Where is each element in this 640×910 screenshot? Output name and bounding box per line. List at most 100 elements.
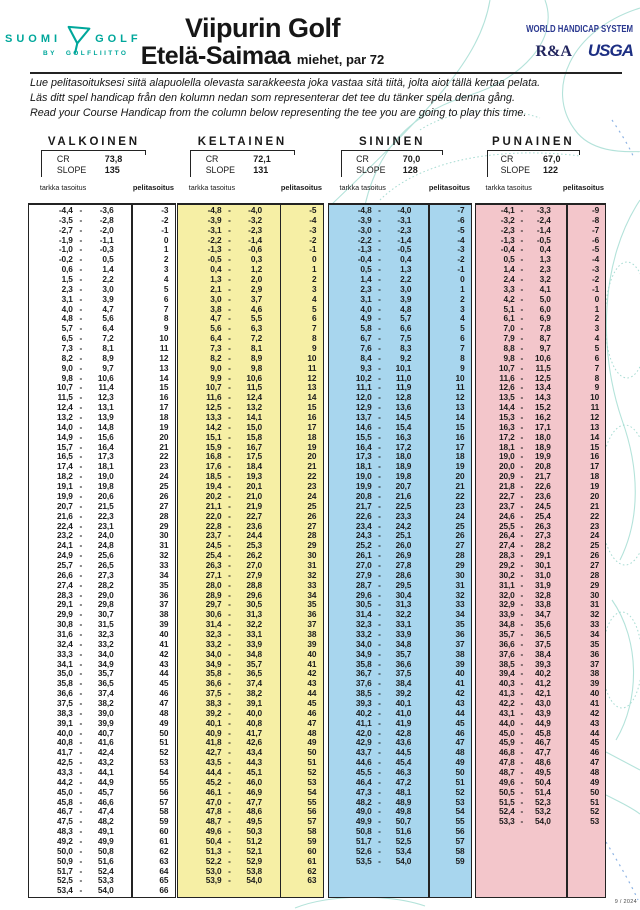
playing-handicap: 2 — [163, 254, 169, 265]
range-dash: - — [79, 717, 83, 728]
table-row: -2,3- -1,4 -7 — [476, 225, 605, 235]
exact-high: 2,2 — [102, 274, 114, 285]
playing-handicap: 33 — [159, 559, 169, 570]
exact-low: 9,8 — [61, 372, 73, 383]
playing-handicap: 24 — [455, 510, 465, 521]
range-dash: - — [79, 757, 83, 768]
range-dash: - — [520, 382, 524, 393]
exact-high: 25,6 — [97, 550, 114, 561]
range-dash: - — [228, 490, 231, 501]
table-row: -1,3- -0,6 -1 — [178, 244, 323, 254]
table-row: 29,6- 30,4 32 — [329, 590, 471, 600]
range-dash: - — [79, 205, 83, 215]
exact-low: 3,1 — [61, 293, 73, 304]
playing-handicap: -7 — [591, 224, 600, 235]
table-row: 29,9- 30,7 38 — [29, 609, 175, 619]
range-dash: - — [228, 658, 231, 669]
playing-handicap: 50 — [455, 766, 465, 777]
exact-low: -2,3 — [500, 224, 515, 235]
range-dash: - — [79, 293, 83, 304]
table-row: 36,7- 37,5 40 — [329, 668, 471, 678]
table-row: 26,4-27,3 24 — [476, 530, 605, 540]
range-dash: - — [228, 540, 231, 551]
exact-low: 34,0 — [205, 648, 222, 659]
range-dash: - — [228, 826, 231, 837]
range-dash: - — [378, 244, 381, 255]
range-dash: - — [228, 609, 231, 620]
exact-low: 50,4 — [205, 836, 222, 846]
playing-handicap: 4 — [311, 293, 317, 304]
range-dash: - — [228, 530, 231, 541]
table-row: 18,5- 19,3 22 — [178, 471, 323, 481]
exact-high: 26,0 — [395, 540, 412, 551]
exact-low: 34,9 — [205, 658, 222, 669]
table-row: 9,3- 10,1 9 — [329, 363, 471, 373]
exact-high: 37,5 — [395, 668, 412, 679]
rating-box: CR 72,1 SLOPE 131 — [190, 150, 295, 177]
playing-handicap: 36 — [307, 609, 317, 620]
playing-handicap: 16 — [307, 412, 317, 423]
table-row: 16,5- 17,3 22 — [29, 451, 175, 461]
playing-handicap: 60 — [307, 845, 317, 856]
range-dash: - — [520, 520, 524, 531]
exact-low: 7,3 — [210, 343, 222, 354]
playing-handicap: 20 — [159, 431, 169, 442]
table-row: 32,3- 33,1 35 — [329, 619, 471, 629]
exact-high: 33,1 — [395, 619, 412, 630]
exact-low: 5,1 — [503, 303, 515, 314]
range-dash: - — [228, 697, 231, 708]
slope-row: SLOPE 122 — [488, 165, 580, 176]
range-dash: - — [79, 678, 83, 689]
exact-high: -2,8 — [99, 214, 114, 225]
exact-high: -2,0 — [99, 224, 114, 235]
playing-handicap: 43 — [455, 697, 465, 708]
exact-low: 12,4 — [57, 402, 73, 413]
table-row: 47,0- 47,7 55 — [178, 797, 323, 807]
playing-handicap: 55 — [307, 796, 317, 807]
playing-handicap: 8 — [163, 313, 169, 324]
exact-high: 40,7 — [97, 727, 114, 738]
exact-high: 33,8 — [535, 599, 551, 610]
range-dash: - — [228, 559, 231, 570]
table-row: 21,6- 22,3 28 — [29, 511, 175, 521]
playing-handicap: 45 — [590, 737, 600, 748]
exact-low: -3,9 — [207, 214, 222, 225]
exact-low: 40,8 — [57, 737, 73, 748]
table-row: 18,2- 19,0 24 — [29, 471, 175, 481]
range-dash: - — [79, 579, 83, 590]
exact-high: 44,1 — [97, 766, 114, 777]
playing-handicap: 56 — [159, 786, 169, 797]
exact-low: 24,9 — [57, 550, 73, 561]
playing-handicap: 32 — [159, 550, 169, 561]
playing-handicap: 63 — [159, 855, 169, 866]
range-dash: - — [378, 234, 381, 245]
exact-high: -2,3 — [248, 224, 263, 235]
table-row: 29,1- 29,8 37 — [29, 599, 175, 609]
exact-high: 1,3 — [539, 254, 551, 265]
table-row: 21,1- 21,9 25 — [178, 501, 323, 511]
table-row: 3,1- 3,9 2 — [329, 294, 471, 304]
exact-low: 12,6 — [498, 382, 515, 393]
table-row: 32,9-33,8 31 — [476, 599, 605, 609]
playing-handicap: 28 — [307, 530, 317, 541]
exact-low: -3,2 — [500, 214, 515, 225]
range-dash: - — [378, 826, 381, 837]
range-dash: - — [520, 490, 524, 501]
exact-low: 44,4 — [205, 766, 222, 777]
playing-handicap: 54 — [455, 806, 465, 817]
range-dash: - — [79, 343, 83, 354]
exact-high: 17,5 — [246, 451, 263, 462]
table-row: 31,4- 32,2 34 — [329, 609, 471, 619]
table-row: 21,8-22,6 19 — [476, 481, 605, 491]
slope-row-label: SLOPE — [56, 165, 87, 175]
range-dash: - — [520, 293, 524, 304]
range-dash: - — [79, 471, 83, 482]
table-row: 45,2- 46,0 53 — [178, 777, 323, 787]
exact-low: 27,0 — [355, 559, 372, 570]
range-dash: - — [520, 313, 524, 324]
header-rule — [30, 72, 622, 74]
brand-word-golf: GOLF — [95, 33, 142, 45]
exact-low: 50,5 — [498, 786, 515, 797]
playing-handicap: 22 — [307, 471, 317, 482]
exact-low: 0,6 — [61, 264, 73, 275]
